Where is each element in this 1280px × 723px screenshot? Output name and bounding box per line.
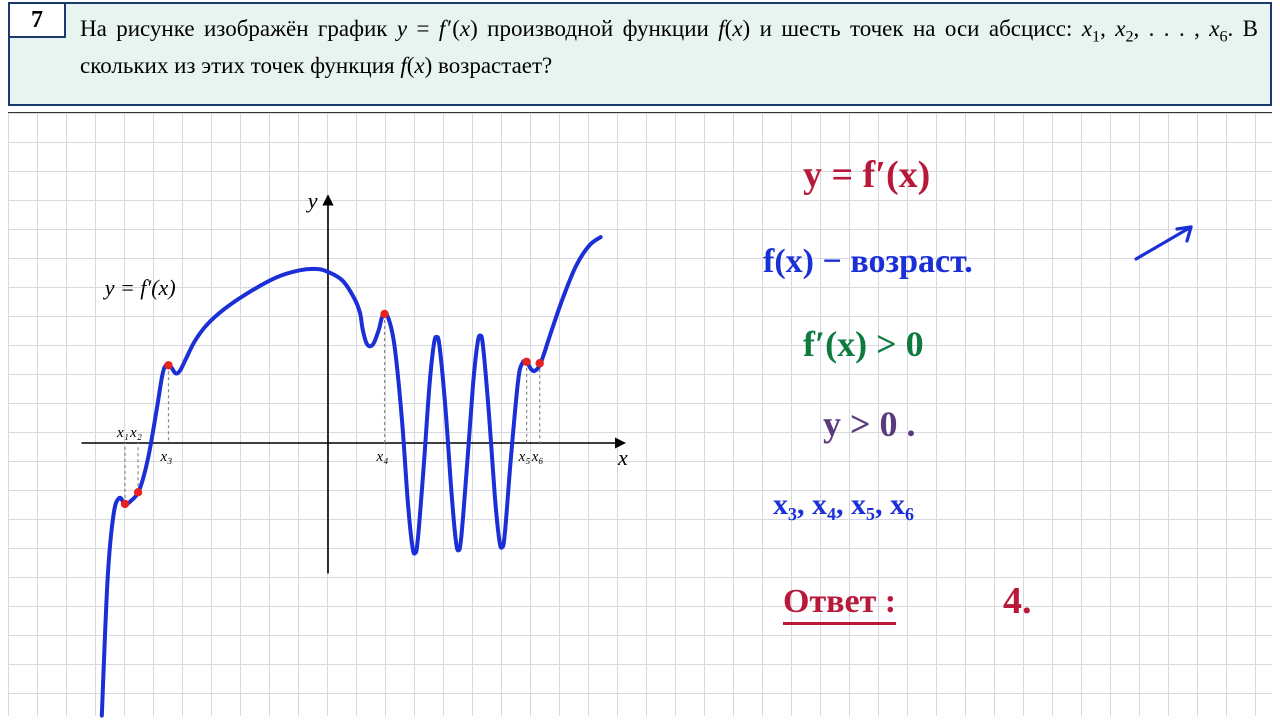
handwriting-line: x₃, x₄, x₅, x₆ — [773, 488, 914, 522]
svg-text:y: y — [306, 188, 318, 213]
svg-text:x: x — [617, 445, 628, 470]
handwriting-line: y = f′(x) — [803, 153, 930, 197]
problem-text: На рисунке изображён график y = f ′(x) п… — [80, 12, 1258, 82]
handwriting-line: y > 0 . — [823, 403, 916, 445]
svg-text:x₆: x₆ — [531, 449, 544, 465]
svg-text:x₂: x₂ — [129, 425, 142, 441]
problem-box: 7 На рисунке изображён график y = f ′(x)… — [8, 2, 1272, 106]
derivative-chart: y x y = f′(x) x₁x₂ x₃ x₄ x₅x₆ — [8, 113, 768, 723]
problem-number: 7 — [8, 2, 66, 38]
work-area: y x y = f′(x) x₁x₂ x₃ x₄ x₅x₆ y = f′(x) f(x) − … — [8, 112, 1272, 716]
svg-text:x₄: x₄ — [376, 449, 389, 465]
svg-text:x₅: x₅ — [518, 449, 531, 465]
handwriting-line: f′(x) > 0 — [803, 323, 924, 365]
svg-text:y = f′(x): y = f′(x) — [103, 275, 176, 300]
handwriting-line: Ответ : — [783, 583, 896, 621]
handwriting-line: 4. — [1003, 579, 1032, 623]
handwriting-line: f(x) − возраст. — [763, 243, 973, 281]
handwritten-annotations: y = f′(x) f(x) − возраст. f′(x) > 0 y > 0 .… — [728, 113, 1268, 716]
svg-text:x₁: x₁ — [116, 425, 129, 441]
increase-arrow-icon — [1128, 203, 1218, 273]
svg-text:x₃: x₃ — [160, 449, 173, 465]
